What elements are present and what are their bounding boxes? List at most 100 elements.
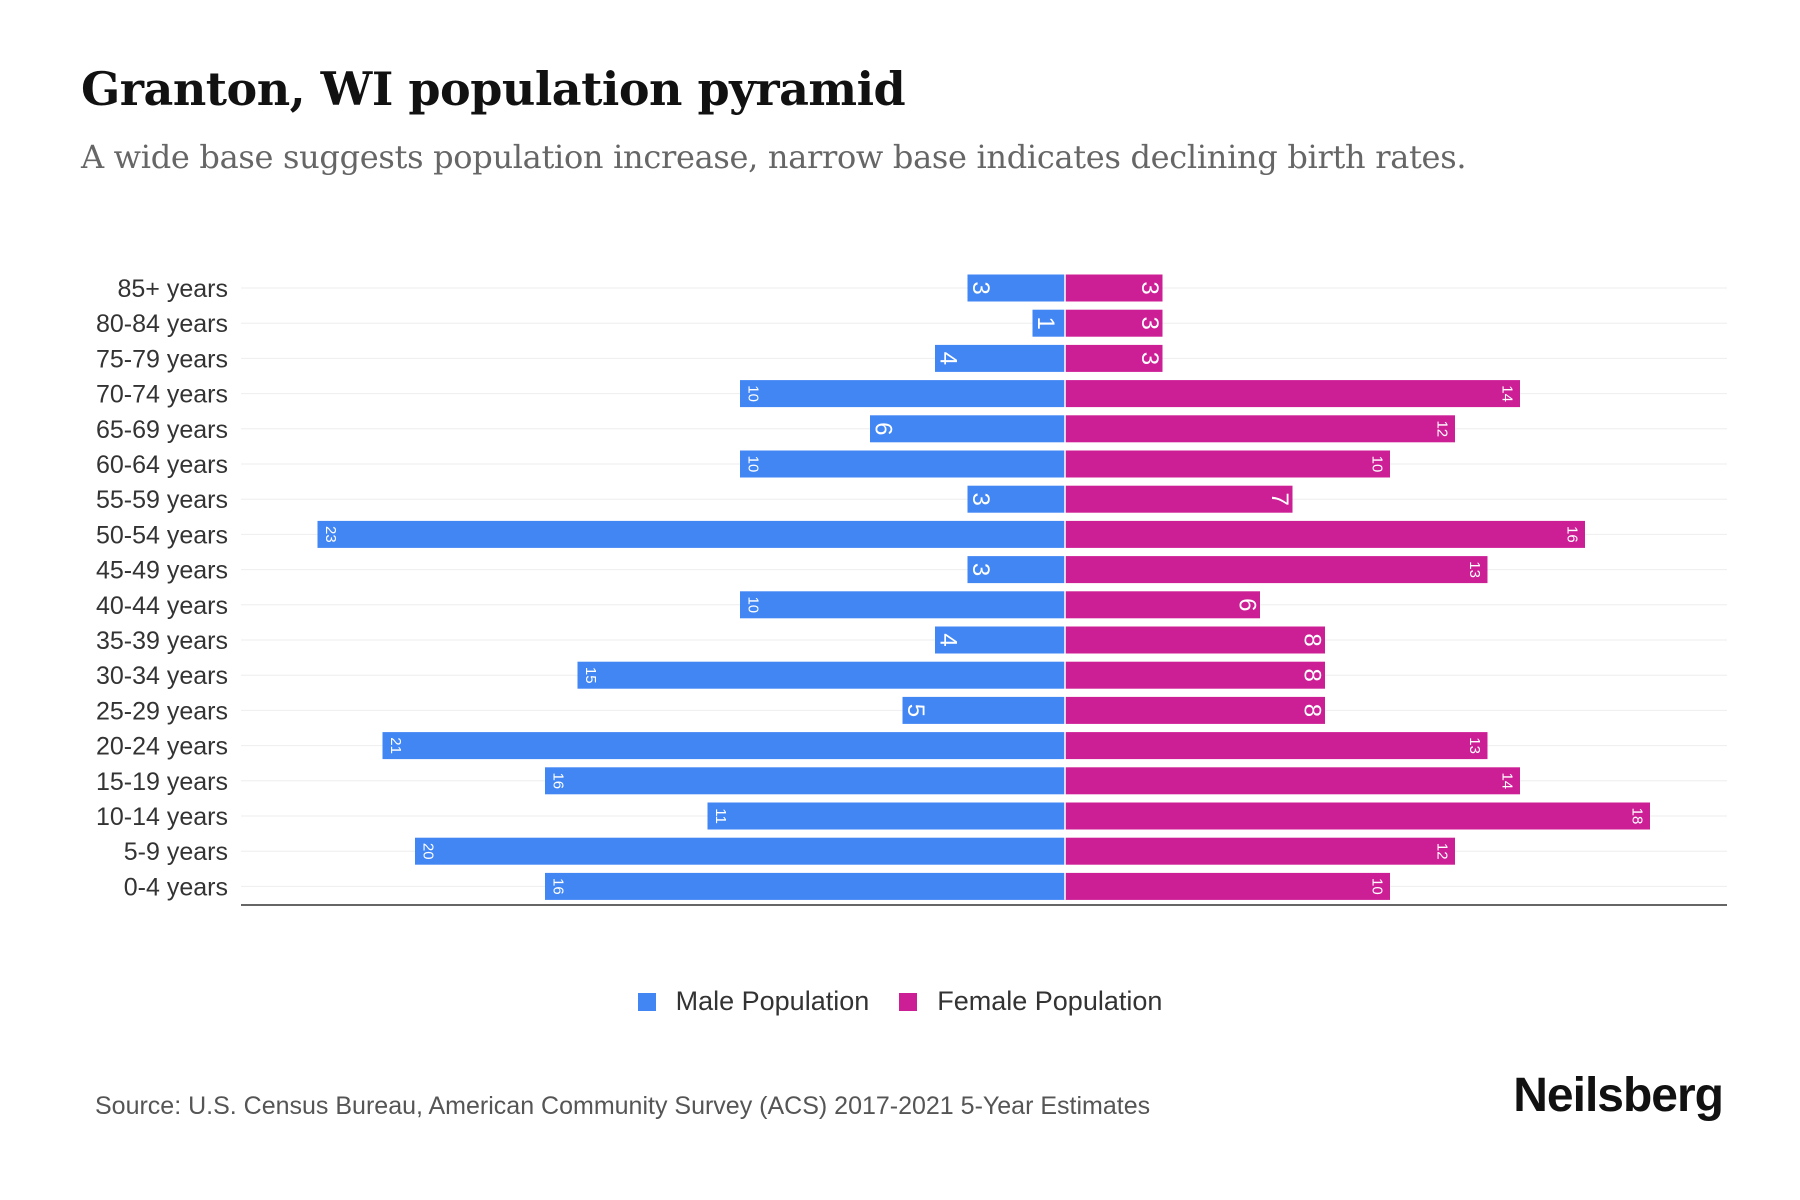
male-bar <box>740 591 1065 619</box>
male-bar <box>317 520 1065 548</box>
data-label: 6 <box>1234 598 1261 611</box>
data-label: 4 <box>935 633 962 646</box>
category-label: 75-79 years <box>96 345 228 373</box>
category-label: 40-44 years <box>96 592 228 620</box>
data-label: 7 <box>1266 493 1293 506</box>
female-bar <box>1065 872 1390 900</box>
data-label: 3 <box>967 563 994 576</box>
female-bar <box>1065 626 1325 654</box>
female-bar <box>1065 767 1520 795</box>
data-label: 10 <box>745 456 762 473</box>
female-bar <box>1065 485 1293 513</box>
male-bar <box>935 344 1065 372</box>
female-bar <box>1065 696 1325 724</box>
data-label: 13 <box>1466 737 1483 754</box>
category-label: 70-74 years <box>96 381 228 409</box>
data-label: 6 <box>870 422 897 435</box>
source-note: Source: U.S. Census Bureau, American Com… <box>95 1092 1151 1120</box>
category-label: 45-49 years <box>96 557 228 585</box>
data-label: 16 <box>550 878 567 895</box>
data-label: 10 <box>1369 456 1386 473</box>
male-bar <box>740 380 1065 408</box>
data-label: 4 <box>935 352 962 365</box>
legend-label-male: Male Population <box>675 986 870 1016</box>
chart-subtitle: A wide base suggests population increase… <box>81 138 1467 176</box>
category-label: 20-24 years <box>96 733 228 761</box>
data-label: 12 <box>1434 420 1451 437</box>
female-bar <box>1065 661 1325 689</box>
male-bar <box>415 837 1065 865</box>
data-label: 3 <box>967 281 994 294</box>
data-label: 8 <box>1299 669 1326 682</box>
data-label: 23 <box>322 526 339 543</box>
male-bar <box>707 802 1065 830</box>
data-label: 14 <box>1499 772 1516 789</box>
legend: Male Population Female Population <box>0 986 1800 1017</box>
category-label: 50-54 years <box>96 521 228 549</box>
male-bar <box>870 415 1065 443</box>
male-bar <box>967 274 1065 302</box>
male-bar <box>1032 309 1065 337</box>
data-label: 8 <box>1299 704 1326 717</box>
data-label: 10 <box>745 385 762 402</box>
category-label: 65-69 years <box>96 416 228 444</box>
male-bar <box>902 696 1065 724</box>
female-bar <box>1065 520 1585 548</box>
data-label: 10 <box>1369 878 1386 895</box>
male-bar <box>545 767 1065 795</box>
female-bar <box>1065 380 1520 408</box>
male-bar <box>382 732 1065 760</box>
category-label: 35-39 years <box>96 627 228 655</box>
male-bar <box>740 450 1065 478</box>
data-label: 16 <box>1564 526 1581 543</box>
female-bar <box>1065 344 1163 372</box>
chart-title: Granton, WI population pyramid <box>81 62 906 116</box>
category-label: 55-59 years <box>96 486 228 514</box>
legend-swatch-female <box>899 992 918 1011</box>
data-label: 3 <box>1136 281 1163 294</box>
female-bar <box>1065 415 1455 443</box>
female-bar <box>1065 274 1163 302</box>
data-label: 3 <box>1136 352 1163 365</box>
category-label: 15-19 years <box>96 768 228 796</box>
legend-item-male: Male Population <box>637 986 870 1017</box>
data-label: 1 <box>1032 317 1059 330</box>
category-label: 60-64 years <box>96 451 228 479</box>
data-label: 12 <box>1434 843 1451 860</box>
data-label: 21 <box>387 737 404 754</box>
male-bar <box>967 556 1065 584</box>
data-label: 20 <box>420 843 437 860</box>
data-label: 13 <box>1466 561 1483 578</box>
male-bar <box>577 661 1065 689</box>
data-label: 3 <box>1136 317 1163 330</box>
male-bar <box>935 626 1065 654</box>
data-label: 5 <box>902 704 929 717</box>
category-label: 10-14 years <box>96 803 228 831</box>
legend-swatch-male <box>637 992 656 1011</box>
female-bar <box>1065 309 1163 337</box>
category-label: 30-34 years <box>96 662 228 690</box>
male-bar <box>545 872 1065 900</box>
female-bar <box>1065 450 1390 478</box>
category-label: 80-84 years <box>96 310 228 338</box>
male-bar <box>967 485 1065 513</box>
legend-item-female: Female Population <box>899 986 1162 1017</box>
female-bar <box>1065 802 1650 830</box>
female-bar <box>1065 732 1488 760</box>
category-label: 0-4 years <box>124 873 228 901</box>
data-label: 14 <box>1499 385 1516 402</box>
female-bar <box>1065 556 1488 584</box>
data-label: 11 <box>712 808 729 824</box>
data-label: 18 <box>1629 808 1646 825</box>
data-label: 10 <box>745 596 762 613</box>
category-label: 25-29 years <box>96 697 228 725</box>
data-label: 8 <box>1299 633 1326 646</box>
female-bar <box>1065 837 1455 865</box>
category-label: 5-9 years <box>124 838 228 866</box>
data-label: 16 <box>550 772 567 789</box>
legend-label-female: Female Population <box>937 986 1163 1016</box>
category-label: 85+ years <box>118 275 229 303</box>
brand-logo: Neilsberg <box>1513 1069 1724 1122</box>
data-label: 3 <box>967 493 994 506</box>
